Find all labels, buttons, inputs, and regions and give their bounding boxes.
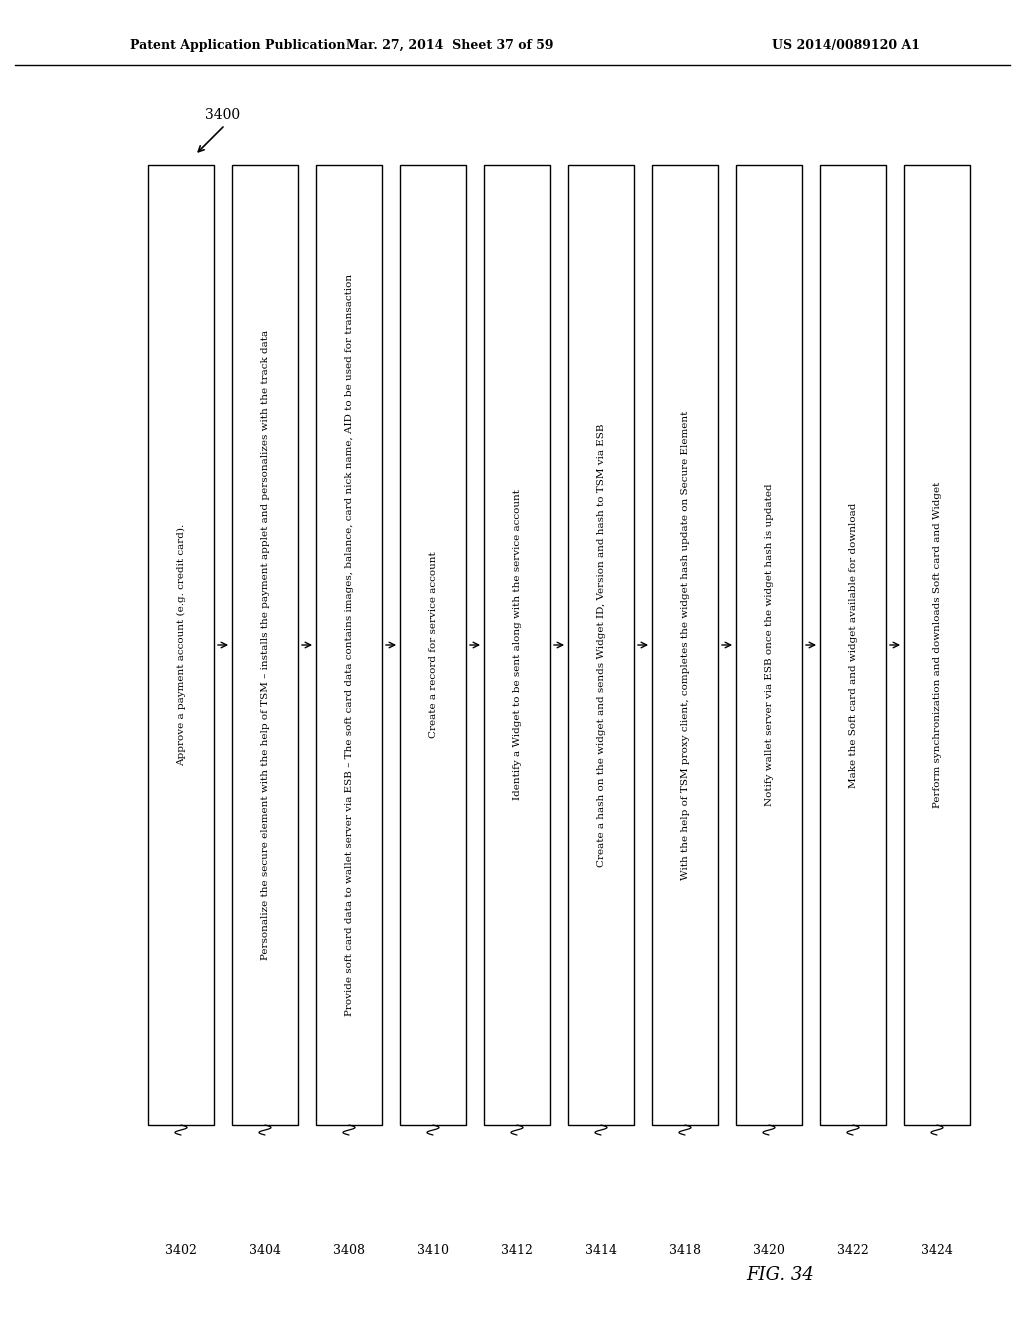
Text: 3422: 3422: [838, 1243, 869, 1257]
Text: Perform synchronization and downloads Soft card and Widget: Perform synchronization and downloads So…: [933, 482, 941, 808]
Text: 3424: 3424: [921, 1243, 953, 1257]
Text: 3400: 3400: [205, 108, 240, 121]
Bar: [232, 165, 298, 1125]
Bar: [148, 165, 214, 1125]
Text: 3402: 3402: [165, 1243, 197, 1257]
Bar: [568, 165, 634, 1125]
Text: 3420: 3420: [753, 1243, 785, 1257]
Text: 3412: 3412: [501, 1243, 532, 1257]
Text: FIG. 34: FIG. 34: [746, 1266, 814, 1284]
Bar: [400, 165, 466, 1125]
Text: 3410: 3410: [417, 1243, 449, 1257]
Text: Mar. 27, 2014  Sheet 37 of 59: Mar. 27, 2014 Sheet 37 of 59: [346, 38, 554, 51]
Bar: [652, 165, 718, 1125]
Text: Approve a payment account (e.g. credit card).: Approve a payment account (e.g. credit c…: [176, 524, 185, 766]
Text: Make the Soft card and widget available for download: Make the Soft card and widget available …: [849, 503, 857, 788]
Text: 3404: 3404: [249, 1243, 281, 1257]
Text: 3414: 3414: [585, 1243, 617, 1257]
Bar: [484, 165, 550, 1125]
Text: Provide soft card data to wallet server via ESB – The soft card data contains im: Provide soft card data to wallet server …: [344, 275, 353, 1016]
Bar: [316, 165, 382, 1125]
Text: Patent Application Publication: Patent Application Publication: [130, 38, 345, 51]
Bar: [820, 165, 886, 1125]
Text: Identify a Widget to be sent along with the service account: Identify a Widget to be sent along with …: [512, 490, 521, 800]
Text: 3418: 3418: [669, 1243, 701, 1257]
Bar: [736, 165, 802, 1125]
Text: 3408: 3408: [333, 1243, 365, 1257]
Text: Create a hash on the widget and sends Widget ID, Version and hash to TSM via ESB: Create a hash on the widget and sends Wi…: [597, 424, 605, 867]
Text: Personalize the secure element with the help of TSM – installs the payment apple: Personalize the secure element with the …: [260, 330, 269, 960]
Text: With the help of TSM proxy client, completes the widget hash update on Secure El: With the help of TSM proxy client, compl…: [681, 411, 689, 879]
Text: Create a record for service account: Create a record for service account: [428, 552, 437, 738]
Bar: [904, 165, 970, 1125]
Text: US 2014/0089120 A1: US 2014/0089120 A1: [772, 38, 920, 51]
Text: Notify wallet server via ESB once the widget hash is updated: Notify wallet server via ESB once the wi…: [765, 483, 773, 807]
